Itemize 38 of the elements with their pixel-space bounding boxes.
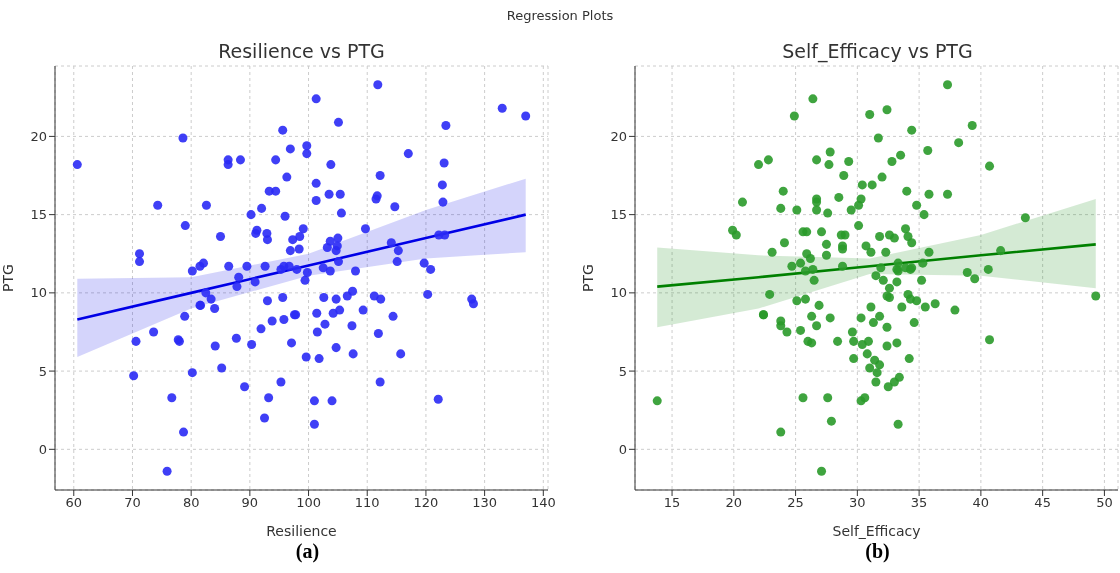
y-axis-title: PTG [579,264,596,292]
x-tick-label: 45 [1034,495,1051,511]
x-tick-label: 120 [413,495,439,511]
y-tick-label: 15 [30,207,47,223]
y-tick-label: 10 [30,285,47,301]
y-tick-label: 0 [618,441,627,457]
x-tick-label: 20 [725,495,743,511]
y-tick-label: 20 [30,129,47,145]
x-tick-label: 70 [124,495,141,511]
x-axis-title: Self_Efficacy [832,523,921,539]
text: Regression Plots [505,8,615,23]
line-series [655,243,1098,288]
text: (a) [294,540,321,563]
x-tick-label: 140 [530,495,556,511]
x-tick-label: 80 [182,495,200,511]
x-tick-label: 130 [472,495,498,511]
y-tick-label: 5 [38,363,47,379]
y-tick-label: 20 [610,129,627,145]
x-tick-label: 100 [296,495,321,511]
line-series [76,213,527,321]
y-tick-label: 10 [610,285,627,301]
x-tick-label: 35 [910,495,928,511]
x-tick-label: 25 [787,495,804,511]
x-tick-label: 15 [663,495,681,511]
x-tick-label: 90 [241,495,259,511]
x-tick-label: 30 [849,495,866,511]
y-tick-label: 5 [618,363,627,379]
x-tick-label: 40 [972,495,990,511]
x-axis-title: Resilience [266,523,337,539]
chart-title: Resilience vs PTG [217,40,386,62]
x-tick-label: 50 [1096,495,1113,511]
y-axis-title: PTG [0,264,16,292]
y-tick-label: 15 [610,207,627,223]
x-tick-label: 110 [354,495,380,511]
y-tick-label: 0 [38,441,47,457]
x-tick-label: 60 [65,495,83,511]
chart-title: Self_Efficacy vs PTG [781,40,974,62]
text: (b) [864,540,891,563]
